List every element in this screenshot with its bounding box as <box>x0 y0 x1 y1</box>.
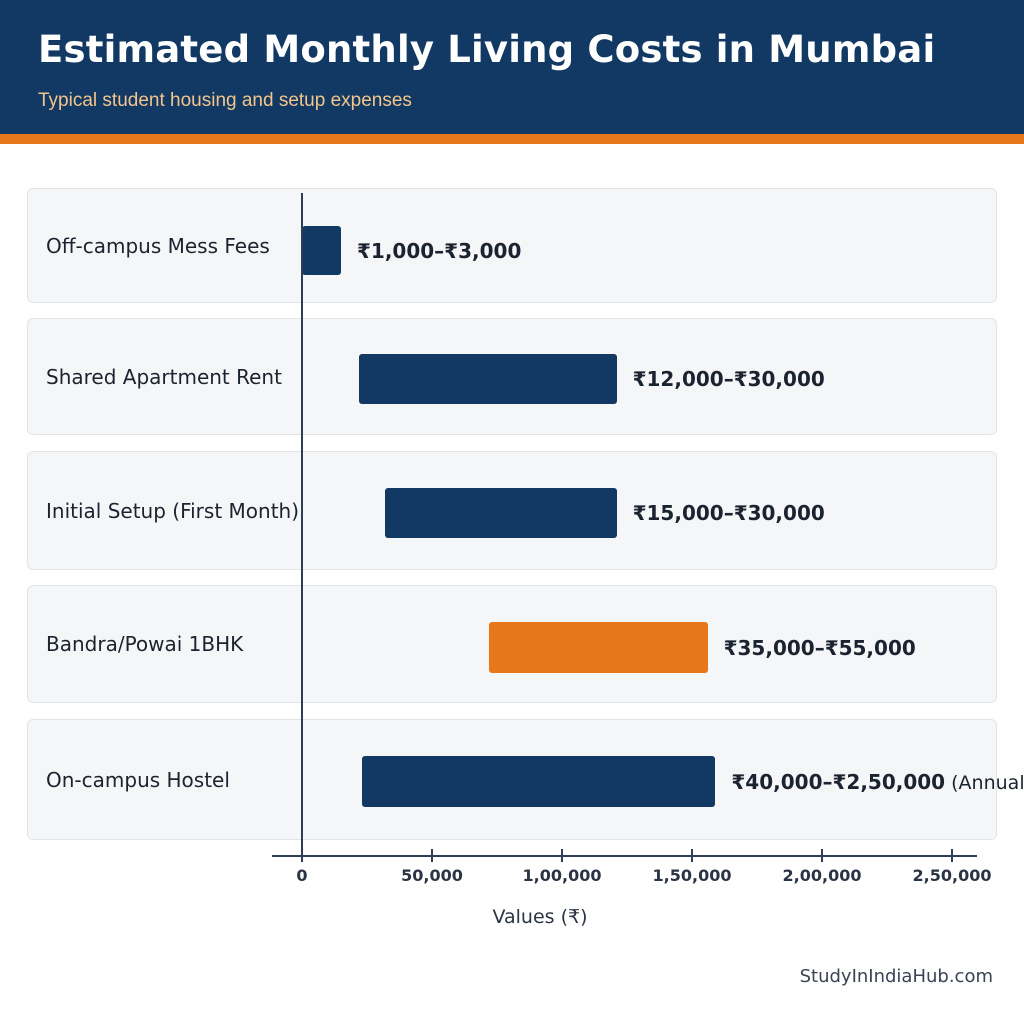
category-label: Off-campus Mess Fees <box>46 233 270 258</box>
header-accent-stripe <box>0 134 1024 144</box>
x-tick-label: 1,00,000 <box>522 866 602 885</box>
x-tick <box>951 849 953 862</box>
chart-title: Estimated Monthly Living Costs in Mumbai <box>38 28 936 71</box>
chart-subtitle: Typical student housing and setup expens… <box>38 90 412 111</box>
category-label: Shared Apartment Rent <box>46 364 282 389</box>
x-tick-label: 1,50,000 <box>652 866 732 885</box>
category-label: Bandra/Powai 1BHK <box>46 632 244 656</box>
value-label: ₹15,000–₹30,000 <box>632 501 825 525</box>
y-axis-line <box>301 193 303 861</box>
header-banner: Estimated Monthly Living Costs in Mumbai… <box>0 0 1024 134</box>
x-tick-label: 50,000 <box>401 866 463 885</box>
value-label: ₹12,000–₹30,000 <box>632 367 825 391</box>
range-bar <box>359 354 617 404</box>
value-label: ₹40,000–₹2,50,000 (Annual) <box>731 769 1024 794</box>
category-row <box>27 188 997 303</box>
x-axis-label: Values (₹) <box>492 906 588 928</box>
value-label: ₹35,000–₹55,000 <box>723 635 916 660</box>
x-tick <box>301 849 303 862</box>
value-label: ₹1,000–₹3,000 <box>357 238 522 263</box>
x-tick-label: 2,00,000 <box>782 866 862 885</box>
x-tick-label: 0 <box>296 866 308 885</box>
category-label: On-campus Hostel <box>46 767 230 792</box>
x-tick <box>561 849 563 862</box>
x-tick-label: 2,50,000 <box>912 866 992 885</box>
range-bar <box>489 622 708 673</box>
site-watermark: StudyInIndiaHub.com <box>799 966 993 987</box>
x-axis-line <box>272 855 977 857</box>
x-tick <box>821 849 823 862</box>
range-bar <box>302 226 341 275</box>
category-label: Initial Setup (First Month) <box>46 498 300 523</box>
x-tick <box>691 849 693 862</box>
range-bar <box>385 488 617 538</box>
x-tick <box>431 849 433 862</box>
range-bar <box>361 756 716 807</box>
